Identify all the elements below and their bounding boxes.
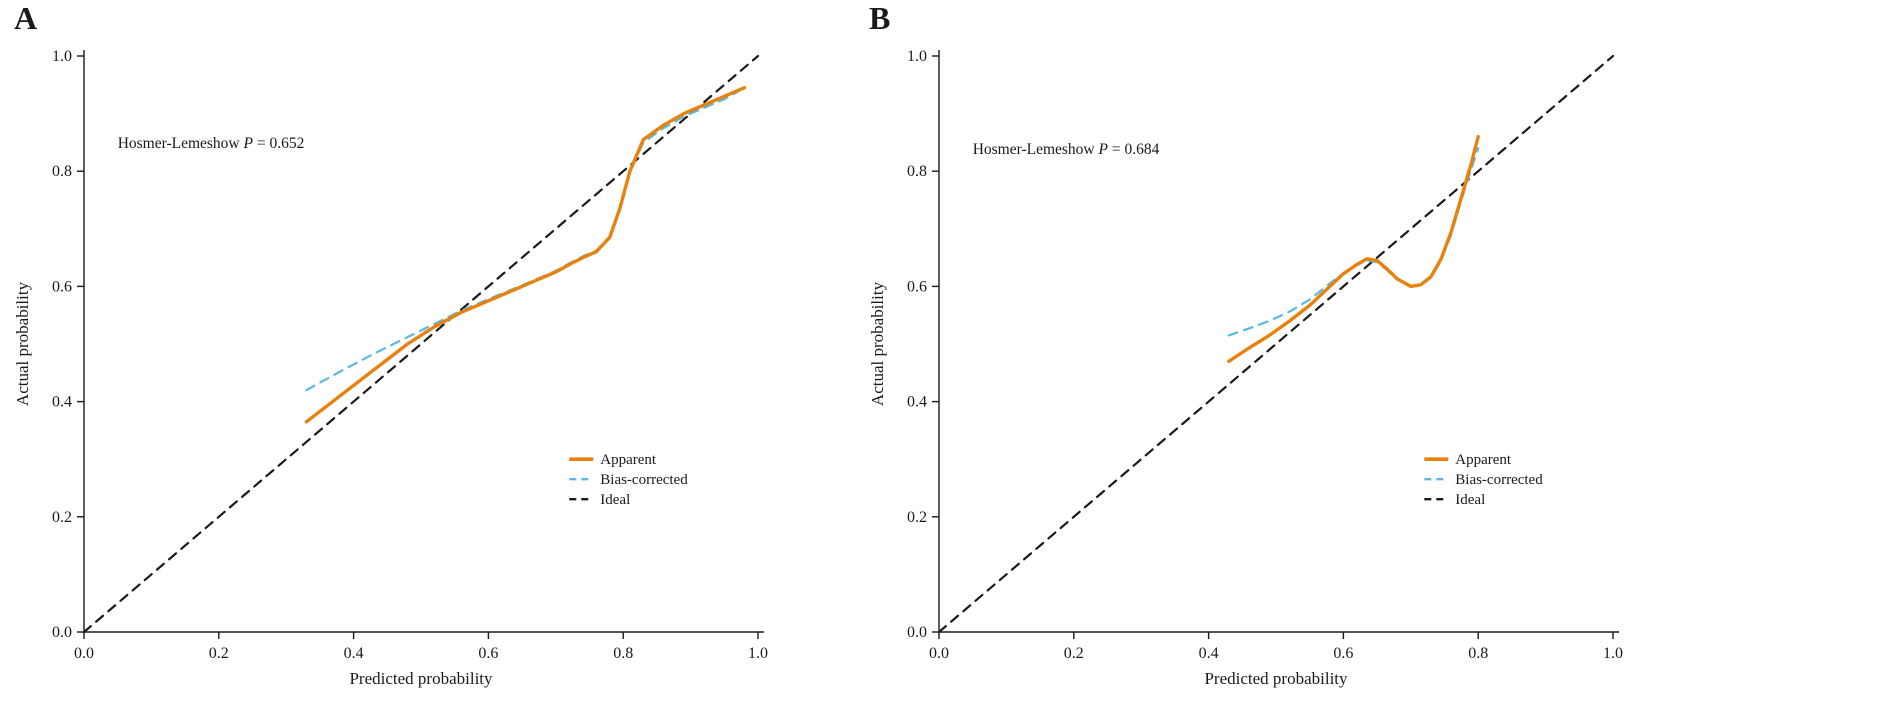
x-tick-label: 0.6 bbox=[1333, 645, 1353, 662]
x-tick-label: 0.0 bbox=[74, 645, 94, 662]
series-ideal bbox=[937, 54, 1615, 634]
series-bias-corrected bbox=[1227, 147, 1480, 337]
x-tick-label: 1.0 bbox=[1603, 645, 1623, 662]
y-tick-label: 0.0 bbox=[907, 624, 927, 641]
series-apparent bbox=[304, 86, 747, 424]
panel-a: A 0.0 0.0 0.2 0.2 0.4 0.4 0.6 0.6 0.8 0.8 1.0 1.0 Pr… bbox=[6, 0, 841, 716]
calibration-chart-b: 0.0 0.0 0.2 0.2 0.4 0.4 0.6 0.6 0.8 0.8 1.0 1.0 Pred… bbox=[861, 14, 1661, 714]
y-tick-label: 0.4 bbox=[907, 394, 927, 411]
hosmer-lemeshow-annotation: Hosmer-Lemeshow P = 0.684 bbox=[973, 141, 1160, 158]
x-tick-label: 0.8 bbox=[1468, 645, 1488, 662]
y-tick-label: 0.0 bbox=[52, 624, 72, 641]
x-tick-label: 0.4 bbox=[344, 645, 364, 662]
calibration-chart-a: 0.0 0.0 0.2 0.2 0.4 0.4 0.6 0.6 0.8 0.8 1.0 1.0 Pred… bbox=[6, 14, 806, 714]
legend-label-apparent: Apparent bbox=[1455, 452, 1512, 468]
x-tick-label: 0.6 bbox=[478, 645, 498, 662]
x-axis-title: Predicted probability bbox=[349, 669, 493, 688]
y-tick-label: 0.8 bbox=[52, 163, 72, 180]
panel-a-label: A bbox=[14, 0, 38, 36]
legend-label-bias-corrected: Bias-corrected bbox=[1455, 472, 1543, 488]
legend-label-apparent: Apparent bbox=[600, 452, 657, 468]
y-tick-label: 0.4 bbox=[52, 394, 72, 411]
y-tick-label: 1.0 bbox=[907, 48, 927, 65]
y-axis-title: Actual probability bbox=[13, 281, 32, 406]
y-axis-title: Actual probability bbox=[868, 281, 887, 406]
series-apparent bbox=[1227, 134, 1480, 363]
x-tick-label: 0.2 bbox=[209, 645, 229, 662]
chart-svg: 0.00.0 0.2 0.2 0.4 0.4 0.6 0.6 0.8 0.8 1.0 1.0 Pred… bbox=[13, 48, 768, 688]
x-tick-label: 0.4 bbox=[1199, 645, 1219, 662]
series-ideal bbox=[82, 54, 760, 634]
y-tick-label: 0.6 bbox=[907, 278, 927, 295]
y-tick-label: 0.6 bbox=[52, 278, 72, 295]
y-tick-label: 1.0 bbox=[52, 48, 72, 65]
panel-b-label: B bbox=[869, 0, 891, 36]
x-axis-title: Predicted probability bbox=[1204, 669, 1348, 688]
y-tick-label: 0.2 bbox=[52, 509, 72, 526]
y-tick-label: 0.2 bbox=[907, 509, 927, 526]
x-tick-label: 0.0 bbox=[929, 645, 949, 662]
hosmer-lemeshow-annotation: Hosmer-Lemeshow P = 0.652 bbox=[118, 135, 305, 152]
series-bias-corrected bbox=[305, 90, 739, 392]
panel-b: B 0.0 0.0 0.2 0.2 0.4 0.4 0.6 0.6 0.8 0.8 1.0 1.0 Pr… bbox=[861, 0, 1681, 716]
legend-label-bias-corrected: Bias-corrected bbox=[600, 472, 688, 488]
x-tick-label: 1.0 bbox=[748, 645, 768, 662]
legend-label-ideal: Ideal bbox=[600, 492, 630, 508]
y-tick-label: 0.8 bbox=[907, 163, 927, 180]
x-tick-label: 0.8 bbox=[613, 645, 633, 662]
legend-label-ideal: Ideal bbox=[1455, 492, 1485, 508]
chart-svg: 0.00.0 0.2 0.2 0.4 0.4 0.6 0.6 0.8 0.8 1.0 1.0 Pred… bbox=[868, 48, 1623, 688]
x-tick-label: 0.2 bbox=[1064, 645, 1084, 662]
